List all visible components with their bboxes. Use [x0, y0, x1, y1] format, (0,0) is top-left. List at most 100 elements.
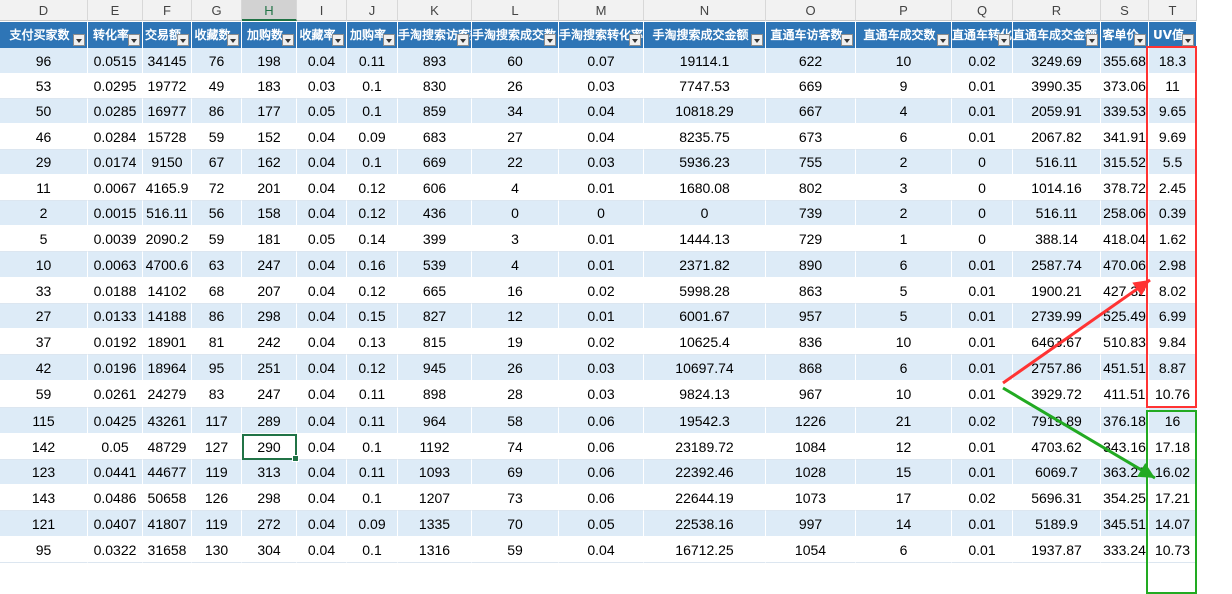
table-cell[interactable]: 0.04: [297, 537, 347, 563]
table-cell[interactable]: 22538.16: [644, 511, 766, 537]
table-cell[interactable]: 0.0441: [88, 460, 143, 485]
table-cell[interactable]: 117: [192, 408, 242, 434]
table-cell[interactable]: 9.65: [1149, 99, 1197, 124]
table-cell[interactable]: 0.01: [952, 124, 1013, 150]
table-cell[interactable]: 27: [472, 124, 559, 150]
table-cell[interactable]: 333.24: [1101, 537, 1149, 563]
table-cell[interactable]: 0.04: [297, 48, 347, 74]
table-cell[interactable]: 0.12: [347, 175, 398, 201]
table-cell[interactable]: 667: [766, 99, 856, 124]
table-cell[interactable]: 272: [242, 511, 297, 537]
table-cell[interactable]: 729: [766, 226, 856, 252]
table-cell[interactable]: 251: [242, 355, 297, 381]
table-cell[interactable]: 516.11: [1013, 150, 1101, 175]
table-cell[interactable]: 836: [766, 329, 856, 355]
table-cell[interactable]: 525.49: [1101, 304, 1149, 329]
table-cell[interactable]: 0.01: [559, 175, 644, 201]
table-cell[interactable]: 58: [472, 408, 559, 434]
column-header-g[interactable]: G: [192, 0, 242, 21]
table-cell[interactable]: 1.62: [1149, 226, 1197, 252]
table-cell[interactable]: 0.02: [952, 48, 1013, 74]
table-cell[interactable]: 21: [856, 408, 952, 434]
table-cell[interactable]: 247: [242, 381, 297, 408]
table-cell[interactable]: 24279: [143, 381, 192, 408]
filter-dropdown-icon[interactable]: [1086, 34, 1098, 46]
table-cell[interactable]: 0.0188: [88, 278, 143, 304]
column-header-o[interactable]: O: [766, 0, 856, 21]
column-header-f[interactable]: F: [143, 0, 192, 21]
table-cell[interactable]: 123: [0, 460, 88, 485]
table-cell[interactable]: 0.04: [297, 460, 347, 485]
table-cell[interactable]: 59: [192, 226, 242, 252]
table-cell[interactable]: 49: [192, 74, 242, 99]
table-cell[interactable]: 73: [472, 485, 559, 511]
table-cell[interactable]: 2: [856, 150, 952, 175]
table-cell[interactable]: 2.98: [1149, 252, 1197, 278]
filter-dropdown-icon[interactable]: [937, 34, 949, 46]
table-cell[interactable]: 4: [472, 252, 559, 278]
table-cell[interactable]: 418.04: [1101, 226, 1149, 252]
table-cell[interactable]: 18.3: [1149, 48, 1197, 74]
table-cell[interactable]: 341.91: [1101, 124, 1149, 150]
table-cell[interactable]: 76: [192, 48, 242, 74]
table-cell[interactable]: 898: [398, 381, 472, 408]
table-cell[interactable]: 0.12: [347, 355, 398, 381]
table-cell[interactable]: 10: [0, 252, 88, 278]
column-header-s[interactable]: S: [1101, 0, 1149, 21]
table-cell[interactable]: 26: [472, 355, 559, 381]
table-cell[interactable]: 0.1: [347, 485, 398, 511]
table-cell[interactable]: 354.25: [1101, 485, 1149, 511]
table-cell[interactable]: 3249.69: [1013, 48, 1101, 74]
table-cell[interactable]: 0.0425: [88, 408, 143, 434]
table-cell[interactable]: 1316: [398, 537, 472, 563]
table-cell[interactable]: 0.05: [297, 99, 347, 124]
table-cell[interactable]: 83: [192, 381, 242, 408]
table-cell[interactable]: 0.04: [297, 124, 347, 150]
table-cell[interactable]: 0.0486: [88, 485, 143, 511]
table-cell[interactable]: 0: [559, 201, 644, 226]
filter-dropdown-icon[interactable]: [1134, 34, 1146, 46]
table-cell[interactable]: 86: [192, 99, 242, 124]
table-cell[interactable]: 298: [242, 485, 297, 511]
table-cell[interactable]: 43261: [143, 408, 192, 434]
table-cell[interactable]: 0: [952, 201, 1013, 226]
table-cell[interactable]: 4700.6: [143, 252, 192, 278]
table-cell[interactable]: 3: [472, 226, 559, 252]
table-cell[interactable]: 0.0015: [88, 201, 143, 226]
table-cell[interactable]: 1192: [398, 434, 472, 460]
table-cell[interactable]: 0: [952, 150, 1013, 175]
table-cell[interactable]: 9150: [143, 150, 192, 175]
table-cell[interactable]: 606: [398, 175, 472, 201]
table-cell[interactable]: 2.45: [1149, 175, 1197, 201]
column-header-t[interactable]: T: [1149, 0, 1197, 21]
table-cell[interactable]: 669: [398, 150, 472, 175]
table-cell[interactable]: 50658: [143, 485, 192, 511]
table-cell[interactable]: 411.51: [1101, 381, 1149, 408]
table-cell[interactable]: 10: [856, 381, 952, 408]
table-cell[interactable]: 0.06: [559, 408, 644, 434]
table-cell[interactable]: 427.32: [1101, 278, 1149, 304]
table-cell[interactable]: 1444.13: [644, 226, 766, 252]
filter-dropdown-icon[interactable]: [128, 34, 140, 46]
table-cell[interactable]: 0.01: [952, 278, 1013, 304]
table-cell[interactable]: 15: [856, 460, 952, 485]
table-cell[interactable]: 6: [856, 252, 952, 278]
table-cell[interactable]: 7747.53: [644, 74, 766, 99]
table-cell[interactable]: 304: [242, 537, 297, 563]
table-cell[interactable]: 0.04: [559, 124, 644, 150]
table-cell[interactable]: 16977: [143, 99, 192, 124]
table-cell[interactable]: 0.0174: [88, 150, 143, 175]
table-cell[interactable]: 42: [0, 355, 88, 381]
table-cell[interactable]: 19542.3: [644, 408, 766, 434]
table-cell[interactable]: 0.04: [297, 434, 347, 460]
table-cell[interactable]: 0.01: [952, 99, 1013, 124]
table-cell[interactable]: 5936.23: [644, 150, 766, 175]
table-cell[interactable]: 0.0063: [88, 252, 143, 278]
table-cell[interactable]: 5: [856, 278, 952, 304]
table-cell[interactable]: 0.0067: [88, 175, 143, 201]
table-cell[interactable]: 1093: [398, 460, 472, 485]
table-cell[interactable]: 298: [242, 304, 297, 329]
table-cell[interactable]: 0.1: [347, 537, 398, 563]
table-cell[interactable]: 815: [398, 329, 472, 355]
table-cell[interactable]: 6: [856, 537, 952, 563]
